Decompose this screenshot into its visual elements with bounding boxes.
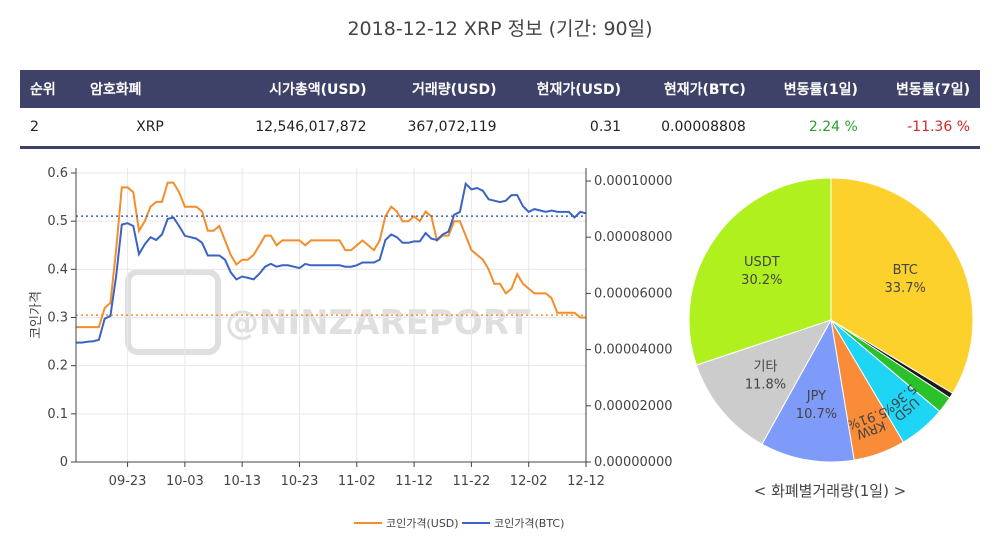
pie-label-value: 11.8% [745, 377, 786, 392]
header-coin: 암호화폐 [80, 70, 220, 108]
x-tick-label: 12-12 [567, 474, 605, 489]
pie-slice [695, 319, 833, 445]
series-line-usd [76, 181, 586, 329]
pie-label-name: JPY [806, 389, 826, 404]
watermark: @NINZAREPORT [125, 269, 531, 355]
table-header-row: 순위 암호화폐 시가총액(USD) 거래량(USD) 현재가(USD) 현재가(… [20, 70, 980, 108]
pie-slice [761, 318, 855, 463]
pie-label-name: BTC [893, 263, 918, 278]
header-change-1d: 변동률(1일) [755, 70, 868, 108]
cell-volume: 367,072,119 [407, 119, 497, 135]
x-tick-label: 10-13 [223, 474, 261, 489]
x-tick-label: 11-02 [338, 474, 376, 489]
header-change-7d: 변동률(7일) [867, 70, 980, 108]
y-left-tick-label: 0.3 [47, 311, 68, 326]
cell-marketcap: 12,546,017,872 [255, 119, 367, 135]
y-left-tick-label: 0 [60, 455, 68, 470]
pie-label: JPY 10.7% [796, 389, 837, 422]
table-row: 2 XRP 12,546,017,872 367,072,119 0.31 0.… [20, 108, 980, 148]
x-tick-label: 11-12 [395, 474, 433, 489]
legend-label-usd: 코인가격(USD) [386, 517, 459, 530]
header-marketcap: 시가총액(USD) [220, 70, 377, 108]
x-tick-label: 10-23 [281, 474, 319, 489]
y-axis-label: 코인가격 [29, 291, 44, 339]
pie-label-value: 33.7% [885, 281, 926, 296]
header-price-btc: 현재가(BTC) [631, 70, 756, 108]
x-tick-label: 12-02 [510, 474, 548, 489]
coin-stats-table: 순위 암호화폐 시가총액(USD) 거래량(USD) 현재가(USD) 현재가(… [20, 70, 980, 149]
pie-label: BTC 33.7% [885, 263, 926, 296]
cell-price-usd: 0.31 [589, 119, 622, 135]
y-right-tick-label: 0.00006000 [594, 286, 673, 301]
y-left-tick-label: 0.2 [47, 359, 68, 374]
x-tick-label: 09-23 [109, 474, 147, 489]
cell-coin: XRP [136, 119, 164, 135]
pie-slice [688, 177, 832, 366]
y-left-tick-label: 0.1 [47, 407, 68, 422]
y-left-tick-label: 0.5 [47, 214, 68, 229]
legend-label-btc: 코인가격(BTC) [494, 517, 564, 530]
y-right-tick-label: 0.00010000 [594, 174, 673, 189]
cell-change-7d: -11.36 % [907, 119, 970, 135]
series-line-btc [76, 181, 587, 344]
header-volume: 거래량(USD) [376, 70, 507, 108]
y-right-tick-label: 0.00002000 [594, 399, 673, 414]
cell-change-1d: 2.24 % [808, 119, 858, 135]
chart-title: 2018-12-12 XRP 정보 (기간: 90일) [347, 18, 653, 40]
pie-label: 기타 11.8% [745, 359, 786, 392]
pie-label-value: 30.2% [741, 273, 782, 288]
x-tick-label: 11-22 [453, 474, 491, 489]
header-price-usd: 현재가(USD) [506, 70, 632, 108]
cell-price-btc: 0.00008808 [661, 119, 746, 135]
y-left-tick-label: 0.4 [47, 262, 68, 277]
pie-slice [830, 177, 974, 395]
y-right-tick-label: 0.00000000 [594, 455, 673, 470]
pie-caption: < 화폐별거래량(1일) > [753, 482, 907, 500]
cell-rank: 2 [30, 119, 39, 135]
header-rank: 순위 [20, 70, 80, 108]
pie-label-value: 10.7% [796, 407, 837, 422]
watermark-text: @NINZAREPORT [225, 303, 531, 343]
y-left-tick-label: 0.6 [47, 166, 68, 181]
y-right-tick-label: 0.00004000 [594, 343, 673, 358]
pie-label-name: 기타 [754, 359, 778, 374]
pie-label-name: USDT [744, 255, 780, 270]
pie-label: USDT 30.2% [741, 255, 782, 288]
y-right-tick-label: 0.00008000 [594, 230, 673, 245]
legend: 코인가격(USD) 코인가격(BTC) [354, 517, 564, 530]
x-tick-label: 10-03 [166, 474, 204, 489]
